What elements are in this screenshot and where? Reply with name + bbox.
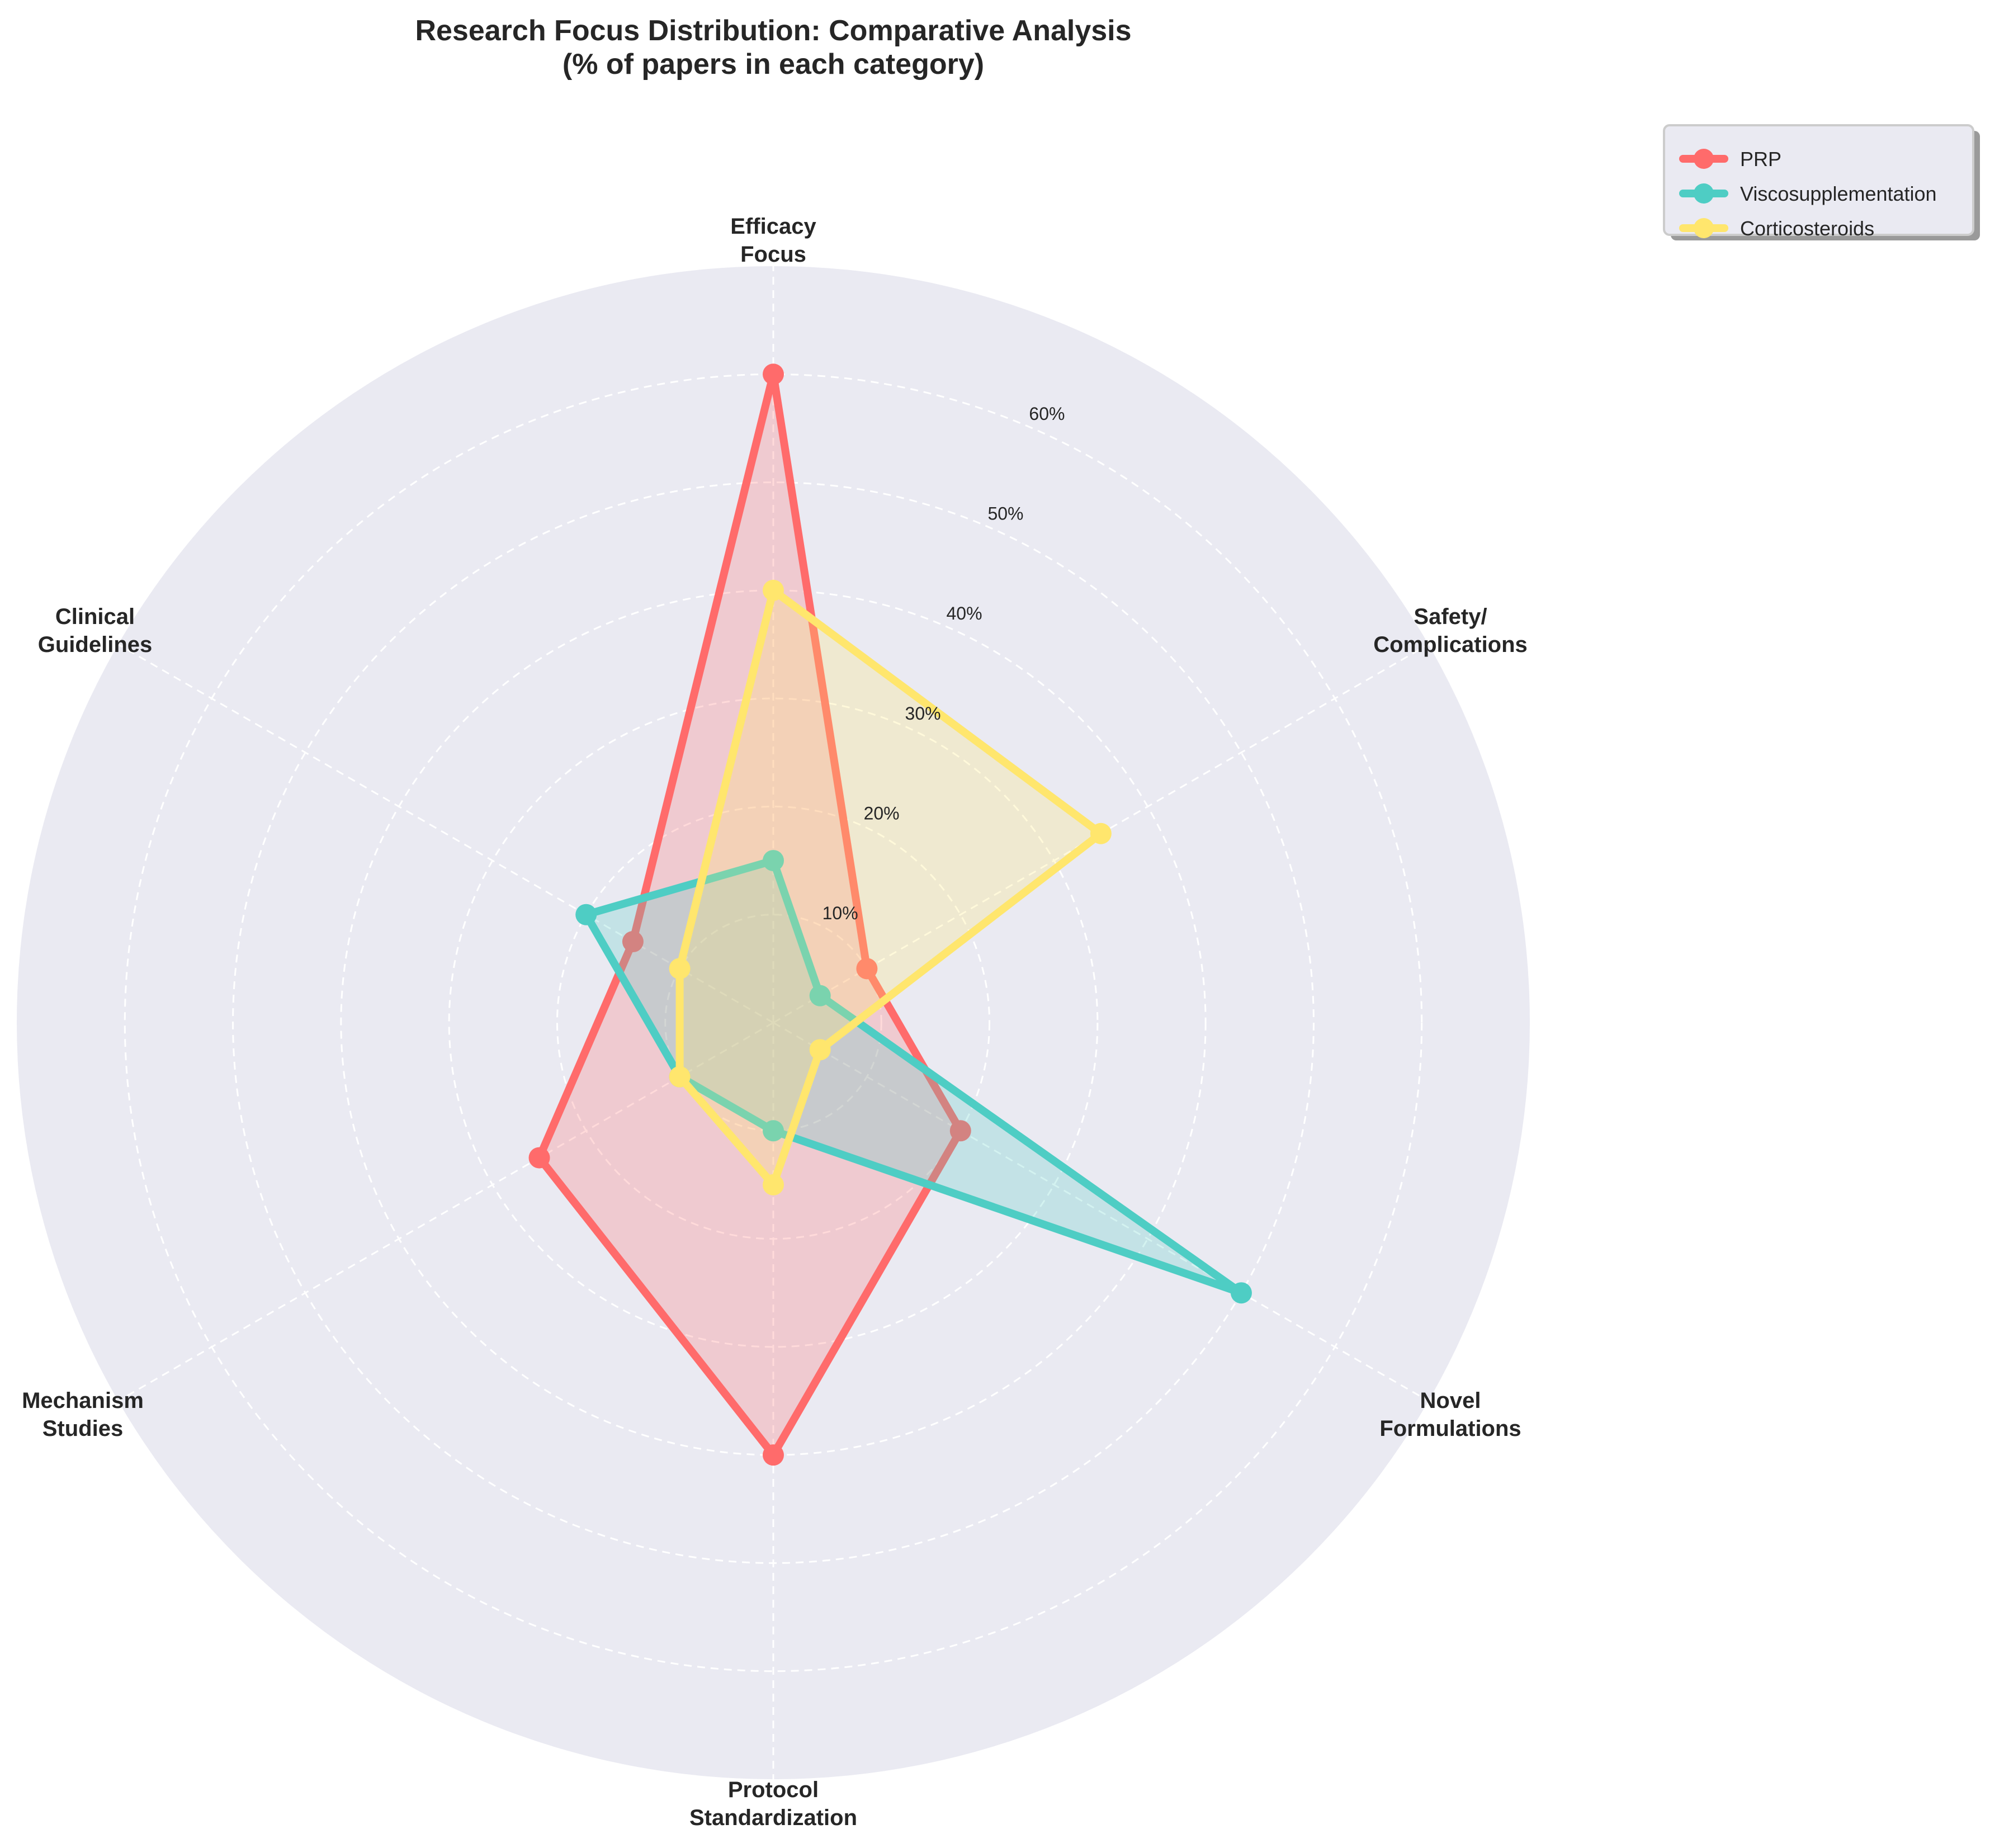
legend-label: Viscosupplementation xyxy=(1740,182,1937,205)
radial-tick-label: 30% xyxy=(905,703,941,724)
data-point-marker xyxy=(1090,823,1112,844)
legend-box xyxy=(1663,124,1974,236)
data-point-marker xyxy=(1230,1282,1252,1304)
data-point-marker xyxy=(669,1066,691,1088)
data-point-marker xyxy=(669,958,691,980)
axis-label: Novel Formulations xyxy=(1379,1388,1521,1441)
series-fill xyxy=(539,374,961,1455)
axis-label: Efficacy Focus xyxy=(730,214,816,267)
grid-ring xyxy=(340,589,1207,1456)
series-corticosteroids xyxy=(669,579,1112,1195)
data-series xyxy=(528,363,1252,1466)
axis-label: Protocol Standardization xyxy=(689,1778,857,1830)
series-prp xyxy=(528,363,971,1466)
series-fill xyxy=(679,590,1101,1185)
chart-title: Research Focus Distribution: Comparative… xyxy=(415,15,1131,47)
data-point-marker xyxy=(763,1120,784,1142)
legend: PRP Viscosupplementation Corticosteroids xyxy=(1663,124,1980,240)
data-point-marker xyxy=(809,1039,831,1061)
legend-item: Corticosteroids xyxy=(1679,217,1874,240)
data-point-marker xyxy=(763,850,784,872)
legend-marker-icon xyxy=(1694,218,1714,238)
data-point-marker xyxy=(809,985,831,1006)
radial-tick-label: 40% xyxy=(946,603,982,623)
radial-tick-label: 20% xyxy=(864,803,900,823)
radial-tick-label: 50% xyxy=(987,504,1023,524)
data-point-marker xyxy=(575,904,597,925)
grid-ring xyxy=(664,914,882,1132)
grid-ring xyxy=(124,373,1423,1672)
data-point-marker xyxy=(763,579,784,601)
data-point-marker xyxy=(763,1174,784,1195)
axis-label: Mechanism Studies xyxy=(22,1388,144,1441)
legend-label: Corticosteroids xyxy=(1740,217,1874,240)
axis-label: Safety/Complications xyxy=(1373,604,1528,657)
polar-grid xyxy=(117,266,1429,1779)
grid-spoke xyxy=(773,1022,1429,1402)
legend-label: PRP xyxy=(1740,148,1781,171)
legend-marker-icon xyxy=(1694,149,1714,169)
data-point-marker xyxy=(622,931,644,953)
data-point-marker xyxy=(856,958,878,980)
grid-spoke xyxy=(117,644,774,1024)
data-point-marker xyxy=(949,1120,971,1142)
radial-tick-labels: 10% 20% 30% 40% 50% 60% xyxy=(823,404,1065,923)
legend-marker-icon xyxy=(1694,183,1714,204)
data-point-marker xyxy=(528,1147,550,1169)
axis-label: Clinical Guidelines xyxy=(38,604,153,657)
grid-ring xyxy=(448,697,1099,1348)
legend-item: Viscosupplementation xyxy=(1679,182,1937,205)
legend-item: PRP xyxy=(1679,148,1781,171)
grid-spoke xyxy=(117,1022,774,1402)
data-point-marker xyxy=(763,363,784,385)
axis-labels: Efficacy Focus Safety/Complications Novel Fo… xyxy=(22,214,1528,1830)
chart-subtitle: (% of papers in each category) xyxy=(563,48,984,81)
radial-tick-label: 60% xyxy=(1029,404,1065,424)
data-point-marker xyxy=(763,1444,784,1466)
radial-tick-label: 10% xyxy=(823,903,858,923)
series-fill xyxy=(586,861,1241,1293)
